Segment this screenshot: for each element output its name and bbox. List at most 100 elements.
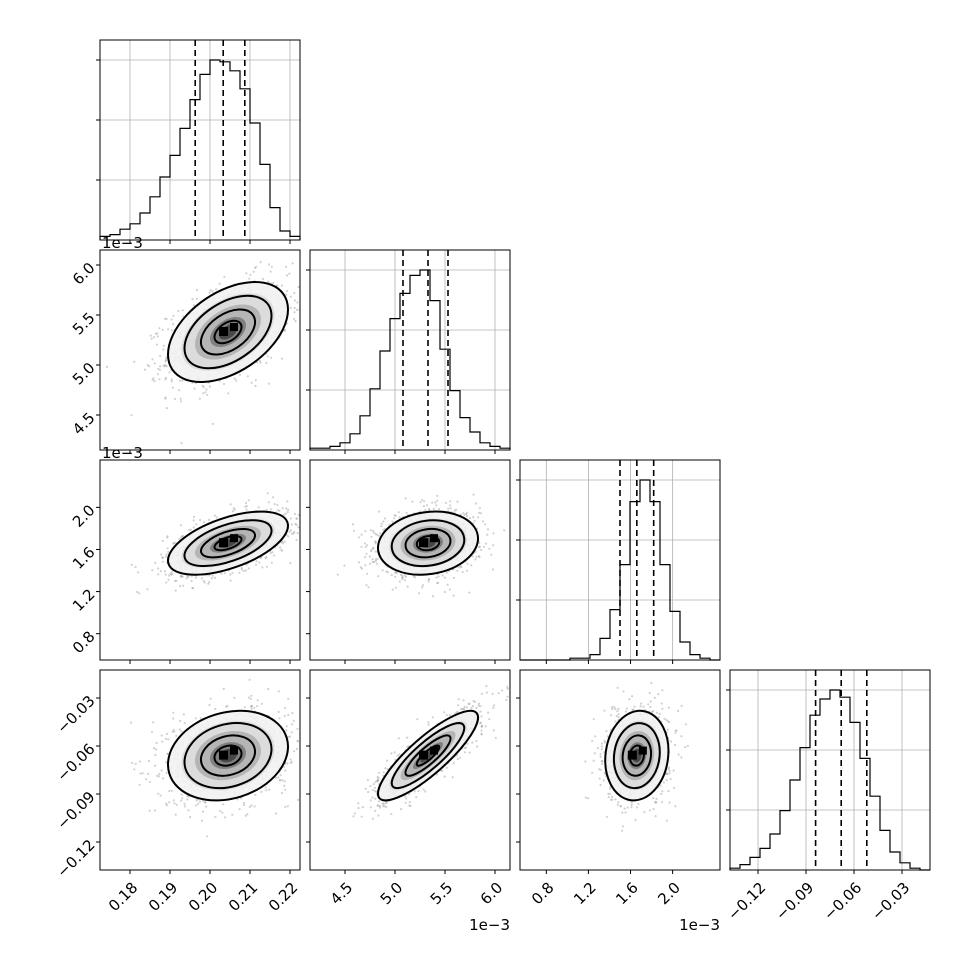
scatter-point [209,385,211,387]
scatter-point [180,800,182,802]
scatter-point [130,414,132,416]
scatter-point [135,763,137,765]
scatter-point [224,816,226,818]
scatter-point [211,290,213,292]
scatter-point [157,335,159,337]
scatter-point [219,283,221,285]
scatter-point [260,791,262,793]
scatter-point [223,688,225,690]
scatter-point [272,496,274,498]
scatter-point [248,696,250,698]
scatter-point [377,575,379,577]
scatter-point [391,574,393,576]
scatter-point [203,386,205,388]
scatter-point [181,576,183,578]
scatter-point [261,566,263,568]
scatter-point [181,793,183,795]
scatter-point [290,296,292,298]
scatter-point [295,518,297,520]
scatter-point [162,556,164,558]
scatter-point [470,564,472,566]
scatter-point [284,330,286,332]
scatter-point [154,362,156,364]
scatter-point [424,509,426,511]
scatter-point [421,586,423,588]
scatter-point [364,530,366,532]
scatter-point [201,577,203,579]
scatter-point [296,309,298,311]
scatter-point [152,379,154,381]
scatter-point [170,574,172,576]
scatter-point [229,573,231,575]
scatter-point [382,569,384,571]
scatter-point [460,565,462,567]
scatter-point [278,690,280,692]
scatter-point [434,501,436,503]
scatter-point [136,591,138,593]
scatter-point [301,738,303,740]
scatter-point [278,717,280,719]
scatter-point [247,375,249,377]
scatter-point [133,361,135,363]
scatter-point [287,714,289,716]
scatter-point [157,373,159,375]
scatter-point [137,571,139,573]
scatter-point [303,538,305,540]
scatter-panel-0-1 [96,236,325,454]
scatter-point [172,323,174,325]
scatter-point [466,515,468,517]
scatter-point [255,379,257,381]
scatter-point [422,584,424,586]
scatter-point [469,517,471,519]
scatter-point [248,567,250,569]
scatter-point [186,798,188,800]
scatter-point [282,542,284,544]
scatter-point [453,595,455,597]
scatter-point [202,811,204,813]
histogram-panel-0 [96,40,300,244]
scatter-point [243,802,245,804]
scatter-point [395,587,397,589]
scatter-point [267,492,269,494]
scatter-point [196,289,198,291]
scatter-point [172,542,174,544]
scatter-point [166,407,168,409]
scatter-point [374,540,376,542]
scatter-point [291,712,293,714]
scatter-point [158,773,160,775]
scatter-point [191,587,193,589]
scatter-point [468,592,470,594]
scatter-point [235,380,237,382]
scatter-point [466,512,468,514]
scatter-point [285,507,287,509]
scatter-point [371,549,373,551]
scatter-point [370,536,372,538]
scatter-point [399,516,401,518]
scatter-point [250,698,252,700]
scatter-point [195,523,197,525]
scatter-point [462,571,464,573]
scatter-point [220,573,222,575]
scatter-point [159,365,161,367]
scatter-point [267,688,269,690]
scatter-point [278,510,280,512]
scatter-point [305,515,307,517]
scatter-point [295,524,297,526]
scatter-point [181,730,183,732]
scatter-point [224,572,226,574]
scatter-point [352,523,354,525]
scatter-point [450,507,452,509]
scatter-point [150,335,152,337]
scatter-point [487,528,489,530]
scatter-point [154,562,156,564]
scatter-point [276,504,278,506]
scatter-point [181,535,183,537]
scatter-point [153,336,155,338]
scatter-point [151,731,153,733]
scatter-point [478,555,480,557]
scatter-point [404,579,406,581]
scatter-point [297,532,299,534]
scatter-point [230,580,232,582]
scatter-point [361,568,363,570]
scatter-panel-0-3 [96,670,327,874]
